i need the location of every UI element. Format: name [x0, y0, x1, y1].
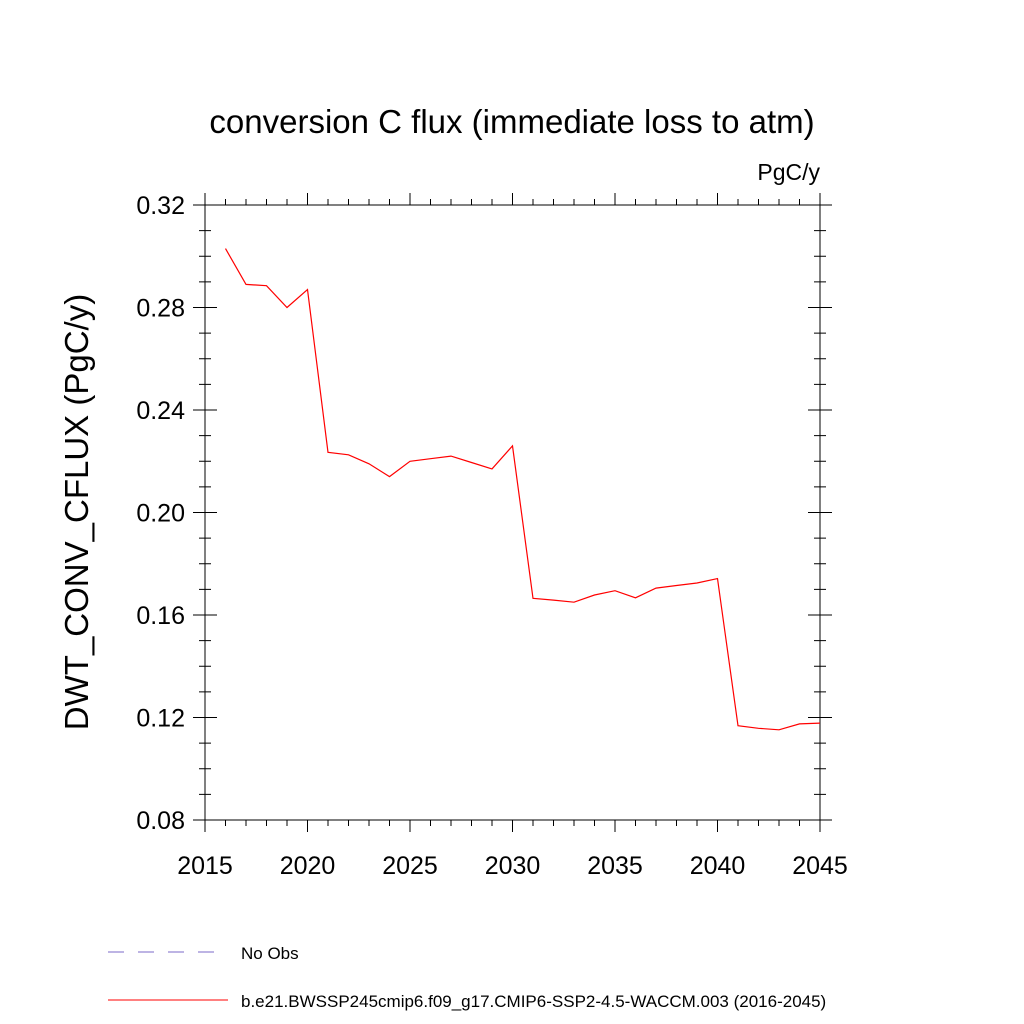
y-tick-label: 0.12	[136, 705, 185, 733]
x-tick-label: 2040	[690, 852, 746, 880]
series-line	[224, 248, 821, 731]
tick-labels: 2015 2020 2025 2030 2035 2040 2045 0.08 0.12 0.16…	[136, 192, 847, 880]
chart-title: conversion C flux (immediate loss to atm…	[209, 103, 814, 140]
y-axis-label: DWT_CONV_CFLUX (PgC/y)	[58, 294, 95, 730]
x-tick-label: 2020	[280, 852, 336, 880]
legend: No Obs b.e21.BWSSP245cmip6.f09_g17.CMIP6-…	[108, 944, 826, 1011]
legend-label: No Obs	[241, 944, 299, 963]
ticks	[193, 193, 832, 832]
x-tick-label: 2045	[792, 852, 848, 880]
plot-lines	[224, 248, 821, 731]
y-tick-label: 0.32	[136, 192, 185, 220]
x-tick-label: 2015	[177, 852, 233, 880]
y-tick-label: 0.24	[136, 397, 185, 425]
legend-label: b.e21.BWSSP245cmip6.f09_g17.CMIP6-SSP2-4…	[241, 992, 826, 1011]
y-tick-label: 0.08	[136, 807, 185, 835]
y-tick-label: 0.28	[136, 295, 185, 323]
axes	[204, 204, 821, 821]
y-tick-label: 0.16	[136, 602, 185, 630]
x-tick-label: 2030	[485, 852, 541, 880]
y-tick-label: 0.20	[136, 500, 185, 528]
x-tick-label: 2035	[587, 852, 643, 880]
x-tick-label: 2025	[382, 852, 438, 880]
units-label: PgC/y	[757, 159, 820, 185]
plot-frame	[204, 204, 821, 821]
